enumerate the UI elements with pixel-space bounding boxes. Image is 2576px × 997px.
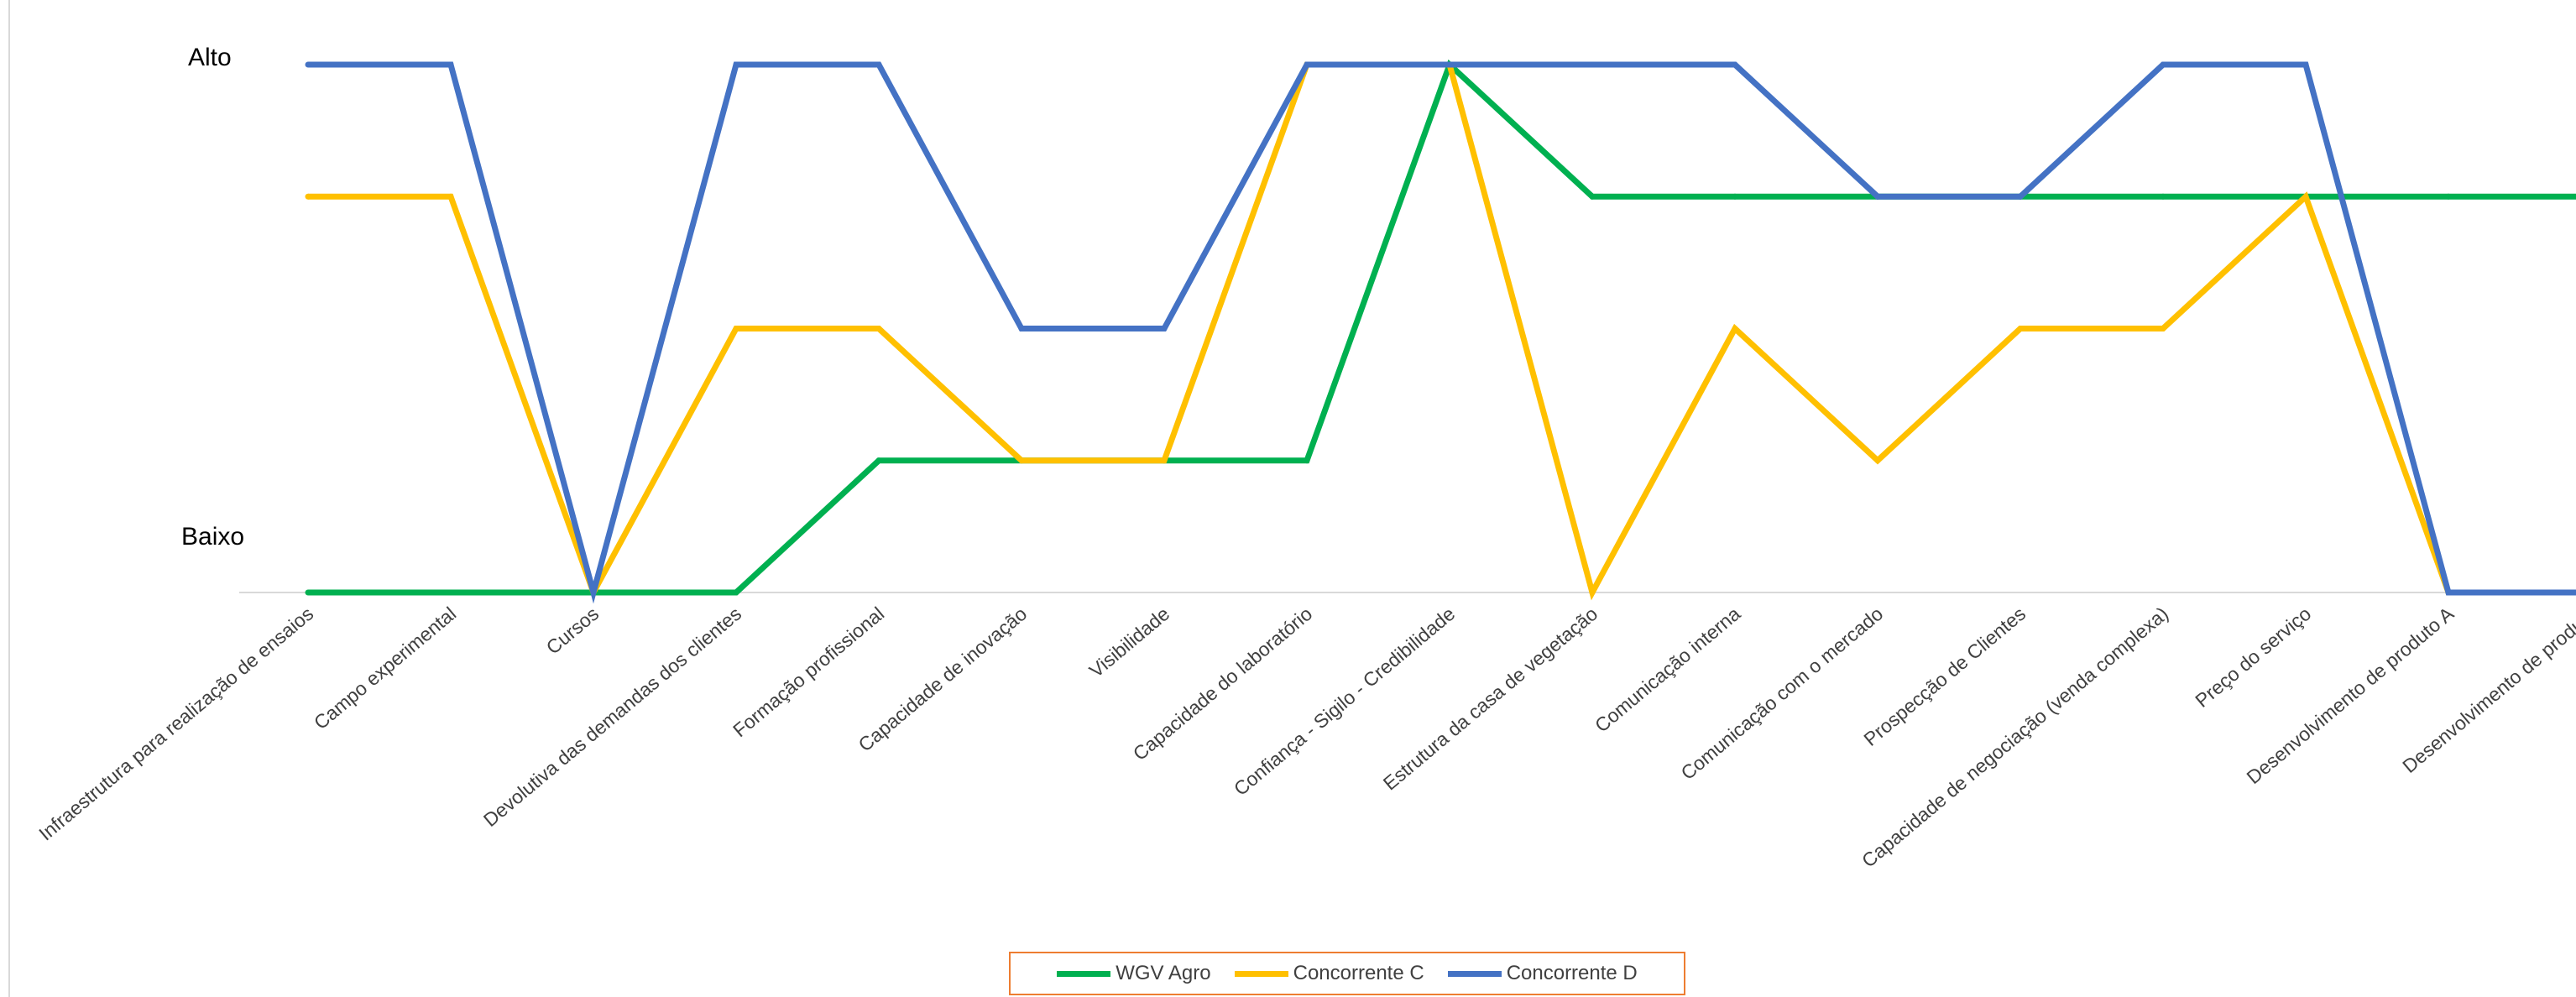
legend-swatch-concorrente-c: [1234, 970, 1288, 977]
data-point-concorrente-d-8: [1446, 61, 1453, 68]
legend-swatch-concorrente-d: [1447, 970, 1502, 977]
data-point-concorrente-c-3: [733, 326, 739, 331]
chart-left-border: [8, 0, 10, 997]
data-point-wgv-agro-15: [2445, 193, 2452, 200]
data-point-wgv-agro-3: [733, 589, 739, 596]
x-tick-label-0: Infraestrutura para realização de ensaio…: [34, 603, 317, 845]
data-point-wgv-agro-4: [875, 457, 882, 464]
data-point-concorrente-c-1: [447, 193, 454, 200]
legend: WGV Agro Concorrente C Concorrente D: [1009, 952, 1685, 995]
x-tick-label-12: Prospecção de Clientes: [1859, 603, 2030, 750]
data-point-concorrente-d-5: [1018, 326, 1025, 331]
data-point-concorrente-d-13: [2160, 61, 2166, 68]
data-point-concorrente-d-6: [1161, 326, 1168, 331]
data-point-concorrente-c-5: [1018, 457, 1025, 464]
data-point-concorrente-d-4: [875, 61, 882, 68]
legend-item-wgv-agro: WGV Agro: [1057, 962, 1211, 985]
data-point-wgv-agro-0: [305, 589, 311, 596]
data-point-concorrente-d-1: [447, 61, 454, 68]
legend-label-wgv-agro: WGV Agro: [1116, 962, 1211, 984]
data-point-concorrente-c-10: [1732, 326, 1738, 331]
x-tick-label-8: Confiança - Sigilo - Credibilidade: [1230, 603, 1459, 800]
series-line-concorrente-c: [308, 61, 2576, 601]
legend-item-concorrente-d: Concorrente D: [1447, 962, 1638, 985]
data-point-concorrente-d-9: [1589, 61, 1596, 68]
x-tick-label-2: Cursos: [542, 603, 604, 659]
data-point-concorrente-d-10: [1732, 61, 1738, 68]
data-point-concorrente-c-13: [2160, 326, 2166, 331]
x-tick-label-3: Devolutiva das demandas dos clientes: [479, 603, 745, 831]
data-point-concorrente-c-11: [1874, 457, 1881, 464]
legend-swatch-wgv-agro: [1057, 970, 1111, 977]
data-point-wgv-agro-9: [1589, 193, 1596, 200]
data-point-concorrente-d-2: [590, 589, 597, 596]
data-point-wgv-agro-10: [1732, 193, 1738, 200]
y-tick-label-baixo: Baixo: [181, 523, 245, 551]
data-point-wgv-agro-1: [447, 589, 454, 596]
data-point-wgv-agro-7: [1304, 457, 1310, 464]
data-point-concorrente-d-0: [305, 61, 311, 68]
legend-label-concorrente-c: Concorrente C: [1293, 962, 1424, 984]
data-point-concorrente-c-0: [305, 193, 311, 200]
y-tick-label-alto: Alto: [188, 44, 232, 71]
data-point-concorrente-c-14: [2302, 193, 2309, 200]
x-tick-label-10: Comunicação interna: [1591, 603, 1744, 737]
x-tick-label-6: Visibilidade: [1085, 603, 1174, 681]
series-line-concorrente-d: [308, 61, 2576, 604]
data-point-wgv-agro-13: [2160, 193, 2166, 200]
data-point-concorrente-c-9: [1589, 589, 1596, 596]
data-point-concorrente-c-12: [2017, 326, 2024, 331]
x-tick-label-13: Capacidade de negociação (venda complexa…: [1858, 603, 2172, 872]
legend-item-concorrente-c: Concorrente C: [1234, 962, 1424, 985]
data-point-concorrente-d-14: [2302, 61, 2309, 68]
data-point-concorrente-d-3: [733, 61, 739, 68]
x-tick-label-14: Preço do serviço: [2191, 603, 2315, 712]
data-point-concorrente-c-6: [1161, 457, 1168, 464]
legend-label-concorrente-d: Concorrente D: [1506, 962, 1638, 984]
data-point-concorrente-d-7: [1304, 61, 1310, 68]
x-tick-label-4: Formação profissional: [729, 603, 888, 741]
x-tick-label-1: Campo experimental: [310, 603, 460, 733]
x-tick-labels: Infraestrutura para realização de ensaio…: [34, 602, 2576, 871]
data-point-concorrente-c-4: [875, 326, 882, 331]
series-layer: [305, 59, 2576, 604]
data-point-concorrente-d-15: [2445, 589, 2452, 596]
data-point-concorrente-d-12: [2017, 193, 2024, 200]
data-point-concorrente-d-11: [1874, 193, 1881, 200]
series-line-wgv-agro: [308, 59, 2576, 596]
